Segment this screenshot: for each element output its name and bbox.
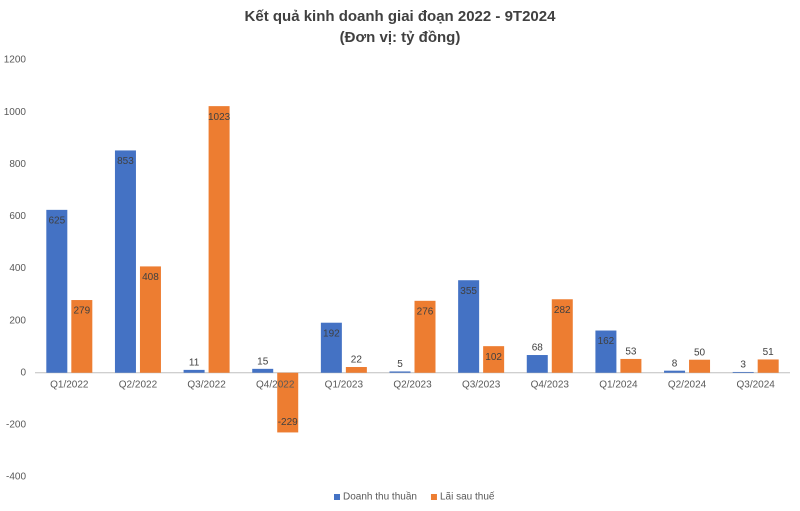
bar	[345, 367, 367, 373]
bar	[664, 370, 686, 373]
bar	[208, 106, 230, 373]
data-label: 625	[48, 216, 65, 227]
x-tick-label: Q1/2022	[50, 379, 89, 390]
bar	[551, 299, 573, 373]
data-label: 53	[625, 347, 637, 358]
x-tick-label: Q3/2023	[462, 379, 501, 390]
x-tick-label: Q3/2022	[187, 379, 226, 390]
data-label: 162	[598, 336, 615, 347]
data-label: 11	[189, 358, 200, 369]
bar	[595, 330, 617, 373]
data-label: 192	[323, 328, 340, 339]
bar	[483, 346, 505, 373]
data-label: 355	[460, 286, 477, 297]
y-tick-label: -200	[6, 420, 26, 431]
y-tick-label: 1000	[4, 107, 27, 118]
bar	[620, 358, 642, 373]
x-tick-label: Q2/2022	[119, 379, 158, 390]
data-label: 408	[142, 272, 159, 283]
bar	[732, 371, 754, 373]
bar	[757, 359, 779, 373]
bar	[389, 371, 411, 373]
bar	[458, 280, 480, 373]
data-label: 853	[117, 156, 134, 167]
bar	[114, 150, 136, 373]
x-tick-label: Q2/2023	[393, 379, 432, 390]
bar	[139, 266, 161, 373]
bar	[277, 372, 299, 433]
x-tick-label: Q2/2024	[668, 379, 707, 390]
chart-title: Kết quả kinh doanh giai đoạn 2022 - 9T20…	[245, 8, 557, 25]
bar	[414, 300, 436, 373]
bar	[71, 300, 93, 373]
data-label: 1023	[208, 112, 231, 123]
data-label: 22	[351, 355, 363, 366]
x-tick-label: Q4/2023	[531, 379, 570, 390]
data-label: 282	[554, 305, 571, 316]
data-label: 8	[672, 358, 678, 369]
data-label: 15	[257, 356, 269, 367]
chart-subtitle: (Đơn vị: tỷ đồng)	[340, 29, 461, 46]
data-label: 102	[485, 352, 502, 363]
data-label: 279	[73, 306, 90, 317]
data-label: 50	[694, 347, 706, 358]
y-tick-label: 400	[9, 263, 26, 274]
bar	[183, 369, 205, 373]
bar	[526, 355, 548, 373]
bar	[252, 368, 274, 373]
y-tick-label: 1200	[4, 55, 27, 66]
y-tick-label: -400	[6, 472, 26, 483]
legend-label: Lãi sau thuế	[440, 491, 495, 503]
legend-label: Doanh thu thuần	[343, 491, 417, 503]
data-label: -229	[278, 417, 298, 428]
x-tick-label: Q4/2022	[256, 379, 295, 390]
x-tick-label: Q3/2024	[736, 379, 775, 390]
x-tick-label: Q1/2024	[599, 379, 638, 390]
data-label: 3	[740, 360, 746, 371]
data-label: 5	[397, 359, 403, 370]
bar	[689, 359, 711, 373]
data-label: 276	[417, 306, 434, 317]
bar	[46, 209, 68, 373]
y-tick-label: 800	[9, 159, 26, 170]
y-tick-label: 600	[9, 211, 26, 222]
data-label: 51	[763, 347, 775, 358]
y-tick-label: 0	[20, 367, 26, 378]
data-label: 68	[532, 343, 544, 354]
legend-swatch	[334, 494, 340, 500]
x-tick-label: Q1/2023	[325, 379, 364, 390]
legend-swatch	[430, 494, 437, 500]
y-tick-label: 200	[9, 315, 26, 326]
bar	[320, 322, 342, 373]
